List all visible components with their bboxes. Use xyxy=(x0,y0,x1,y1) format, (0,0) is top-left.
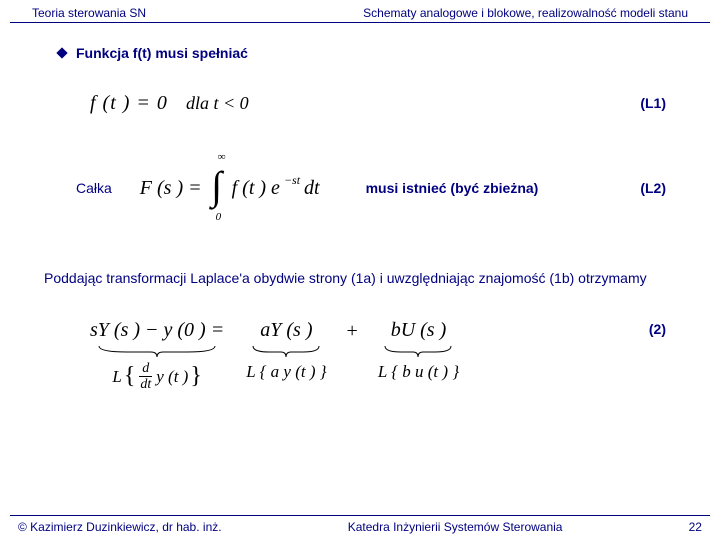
int-upper: ∞ xyxy=(218,151,226,163)
underbrace-icon xyxy=(251,344,321,358)
eq2-term1: sY (s ) − y (0 ) = L { d dt y (t ) } xyxy=(90,319,224,392)
underbrace-icon xyxy=(97,344,217,358)
eq2-t3: bU (s ) xyxy=(391,319,447,342)
eq-l1-condition: dla t < 0 xyxy=(186,93,249,114)
eq2-u1-L: L xyxy=(112,367,121,387)
eq-l2: F (s ) = ∞ ∫ 0 f (t ) e −st dt xyxy=(140,157,320,219)
integral-icon: ∞ ∫ 0 xyxy=(206,157,228,219)
header-left: Teoria sterowania SN xyxy=(32,6,146,20)
bullet-text: Funkcja f(t) musi spełniać xyxy=(76,45,248,61)
eq-l2-exp: −st xyxy=(284,173,300,188)
eq2-term2: aY (s ) L { a y (t ) } xyxy=(246,319,326,382)
int-lower: 0 xyxy=(216,211,222,223)
eq2-under1: L { d dt y (t ) } xyxy=(112,362,202,392)
equation-l1-row: f (t ) = 0 dla t < 0 (L1) xyxy=(90,79,680,127)
fraction-icon: d dt xyxy=(137,362,154,392)
slide-content: Funkcja f(t) musi spełniać f (t ) = 0 dl… xyxy=(0,23,720,392)
eq-l2-dt: dt xyxy=(304,177,320,200)
calka-label: Całka xyxy=(76,180,112,196)
paragraph: Poddając transformacji Laplace'a obydwie… xyxy=(44,269,676,289)
bullet-line: Funkcja f(t) musi spełniać xyxy=(58,45,690,61)
eq-l1-tag: (L1) xyxy=(640,95,680,111)
eq2-t2: aY (s ) xyxy=(260,319,312,342)
plus-op: + xyxy=(327,319,378,343)
eq2-u1-tail: y (t ) xyxy=(156,367,188,387)
header-right: Schematy analogowe i blokowe, realizowal… xyxy=(363,6,688,20)
equation-2-row: sY (s ) − y (0 ) = L { d dt y (t ) } aY … xyxy=(90,319,680,392)
eq2-t1: sY (s ) − y (0 ) = xyxy=(90,319,224,342)
frac-den: dt xyxy=(137,377,154,392)
eq-l2-tag: (L2) xyxy=(640,180,680,196)
slide-footer: © Kazimierz Duzinkiewicz, dr hab. inż. K… xyxy=(10,515,710,534)
musi-text: musi istnieć (być zbieżna) xyxy=(366,180,539,196)
frac-num: d xyxy=(139,362,152,377)
footer-center: Katedra Inżynierii Systemów Sterowania xyxy=(348,520,563,534)
slide-header: Teoria sterowania SN Schematy analogowe … xyxy=(10,0,710,23)
eq2-tag: (2) xyxy=(649,319,680,337)
eq-l1-lhs: f (t ) = 0 xyxy=(90,92,168,115)
eq-l2-F: F (s ) = xyxy=(140,177,202,200)
eq2-under2: L { a y (t ) } xyxy=(246,362,326,382)
diamond-bullet-icon xyxy=(56,47,67,58)
eq2-under3: L { b u (t ) } xyxy=(378,362,459,382)
underbrace-icon xyxy=(383,344,453,358)
equation-l2-row: Całka F (s ) = ∞ ∫ 0 f (t ) e −st dt mus… xyxy=(76,153,680,223)
eq2-term3: bU (s ) L { b u (t ) } xyxy=(378,319,459,382)
eq-l2-integrand: f (t ) e xyxy=(232,177,280,200)
page-number: 22 xyxy=(689,520,702,534)
footer-left: © Kazimierz Duzinkiewicz, dr hab. inż. xyxy=(18,520,222,534)
